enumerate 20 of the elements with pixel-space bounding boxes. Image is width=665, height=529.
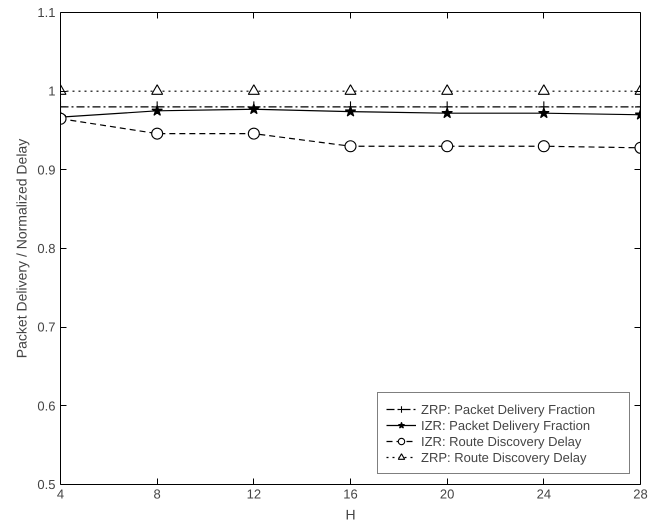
- x-tick-label: 28: [633, 486, 648, 502]
- legend-label: IZR: Packet Delivery Fraction: [421, 417, 592, 433]
- y-tick-label: 1.1: [37, 5, 56, 20]
- x-axis-title: H: [345, 506, 356, 522]
- x-tick-label: 12: [246, 486, 262, 502]
- legend-label: IZR: Route Discovery Delay: [421, 433, 582, 449]
- legend-label: ZRP: Route Discovery Delay: [421, 449, 588, 465]
- y-tick-label: 1: [48, 84, 56, 99]
- y-tick-label: 0.5: [37, 477, 56, 492]
- x-tick-label: 4: [56, 486, 64, 502]
- y-tick-label: 0.9: [37, 162, 56, 178]
- x-tick-label: 8: [154, 486, 161, 502]
- legend-label: ZRP: Packet Delivery Fraction: [421, 401, 596, 417]
- y-axis-title: Packet Delivery / Normalized Delay: [13, 138, 30, 358]
- y-tick-label: 0.8: [37, 241, 56, 256]
- x-tick-label: 20: [440, 486, 454, 502]
- y-tick-label: 0.7: [37, 320, 56, 335]
- x-tick-label: 24: [536, 486, 552, 502]
- x-tick-label: 16: [343, 486, 358, 502]
- y-tick-label: 0.6: [37, 398, 56, 414]
